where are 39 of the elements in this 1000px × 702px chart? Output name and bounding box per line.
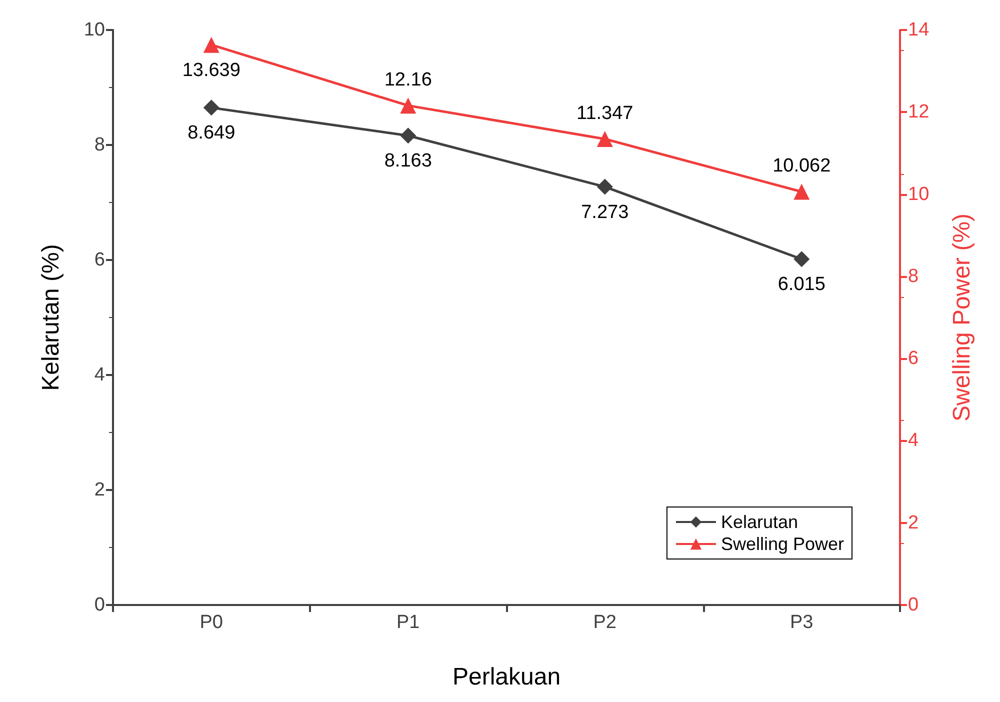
y2-tick-label: 2 — [908, 512, 919, 534]
y2-tick-label: 14 — [908, 20, 930, 40]
y-tick-label: 4 — [94, 364, 106, 386]
legend-label: Kelarutan — [720, 512, 798, 532]
data-label: 12.16 — [384, 70, 432, 91]
legend-label: Swelling Power — [720, 534, 844, 554]
y2-tick-label: 4 — [908, 430, 919, 452]
y2-tick-label: 6 — [908, 348, 919, 370]
y-tick-label: 8 — [94, 134, 105, 156]
y-axis-title: Kelarutan (%) — [38, 244, 64, 391]
y2-tick-label: 12 — [908, 102, 930, 123]
data-label: 13.639 — [182, 60, 240, 81]
y-tick-label: 2 — [94, 480, 105, 500]
point — [596, 130, 613, 147]
point — [794, 184, 810, 200]
data-label: 7.273 — [581, 202, 629, 223]
x-tick-label: P1 — [396, 612, 420, 633]
point — [794, 251, 810, 268]
data-label: 11.347 — [576, 102, 634, 124]
y-tick-label: 10 — [84, 20, 105, 40]
x-tick-label: P3 — [790, 612, 814, 633]
y2-axis-title: Swelling Power (%) — [948, 213, 976, 422]
x-tick-label: P0 — [200, 612, 223, 633]
point — [596, 178, 613, 195]
y2-tick-label: 0 — [908, 594, 919, 616]
data-label: 8.163 — [384, 150, 432, 172]
point — [400, 128, 416, 144]
point — [203, 100, 220, 116]
y-tick-label: 0 — [94, 594, 105, 616]
point — [400, 98, 416, 114]
data-label: 8.649 — [188, 122, 236, 144]
data-label: 6.015 — [778, 274, 826, 296]
x-tick-label: P2 — [593, 612, 616, 633]
y2-tick-label: 10 — [908, 184, 930, 205]
y-tick-label: 6 — [94, 250, 105, 270]
point — [203, 36, 220, 53]
data-label: 10.062 — [772, 156, 831, 177]
y2-tick-label: 8 — [908, 266, 919, 287]
x-axis-title: Perlakuan — [452, 664, 561, 690]
